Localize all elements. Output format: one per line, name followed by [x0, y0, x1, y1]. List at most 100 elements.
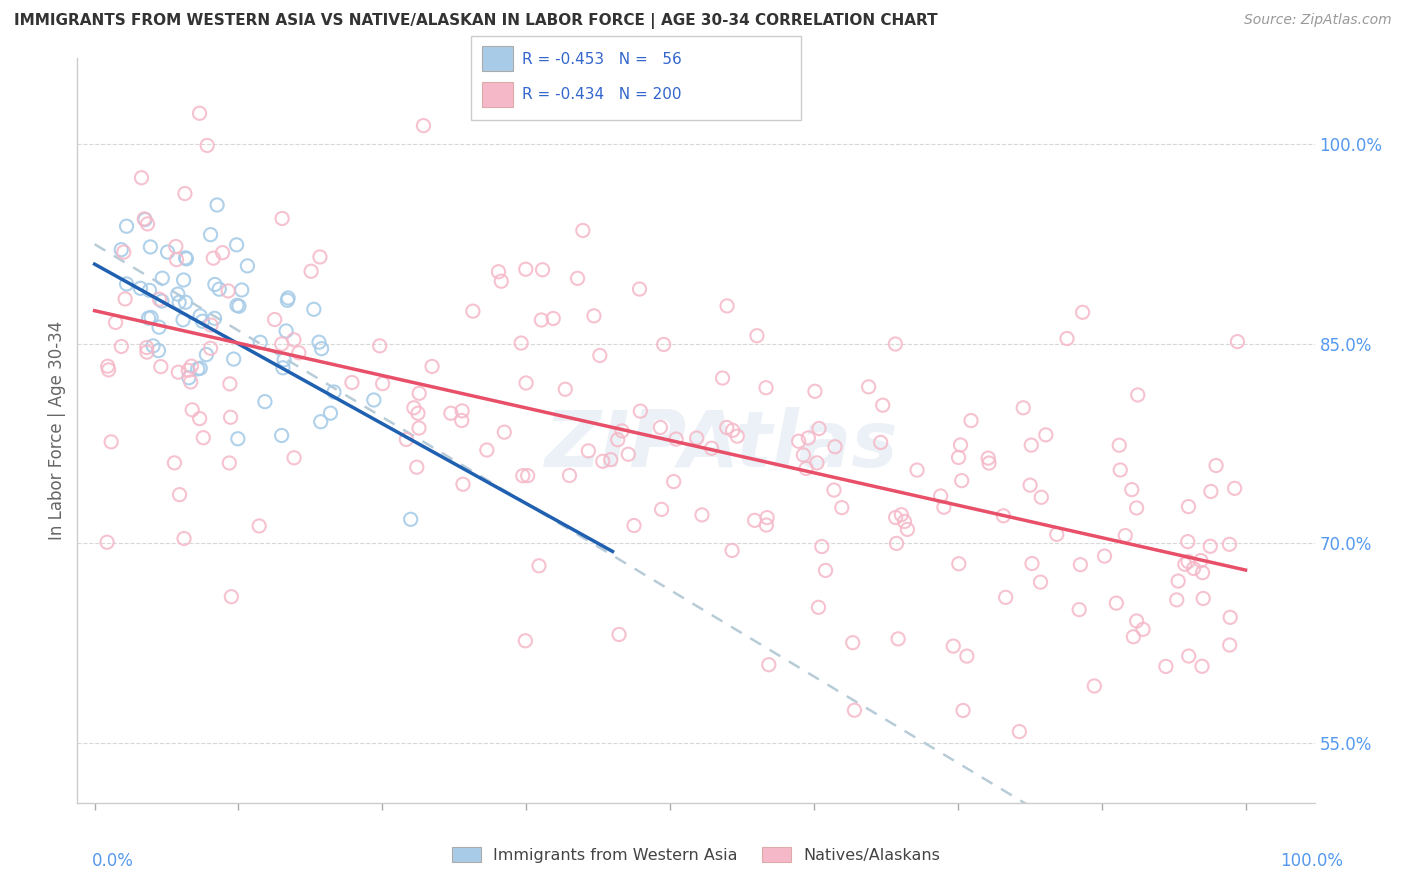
- Point: [112, 245, 135, 260]
- Point: [368, 339, 391, 353]
- Point: [166, 252, 188, 267]
- Point: [440, 406, 463, 420]
- Point: [942, 639, 965, 653]
- Point: [340, 376, 363, 390]
- Point: [222, 352, 245, 367]
- Point: [302, 302, 325, 317]
- Point: [884, 510, 907, 524]
- Point: [273, 352, 295, 367]
- Point: [1105, 596, 1128, 610]
- Point: [956, 649, 979, 664]
- Point: [592, 454, 614, 468]
- Point: [893, 515, 915, 529]
- Point: [744, 513, 766, 527]
- Point: [554, 382, 576, 396]
- Point: [450, 413, 472, 427]
- Point: [200, 318, 222, 332]
- Point: [567, 271, 589, 285]
- Point: [134, 212, 156, 227]
- Point: [308, 335, 330, 350]
- Text: ZIPAtlas: ZIPAtlas: [544, 408, 897, 483]
- Point: [808, 421, 831, 435]
- Point: [515, 376, 537, 390]
- Point: [1019, 478, 1042, 492]
- Point: [163, 456, 186, 470]
- Point: [811, 540, 834, 554]
- Point: [858, 380, 880, 394]
- Point: [188, 106, 211, 120]
- Point: [994, 591, 1017, 605]
- Point: [167, 365, 190, 379]
- Point: [905, 463, 928, 477]
- Point: [1199, 539, 1222, 553]
- Point: [948, 557, 970, 571]
- Point: [451, 404, 474, 418]
- Point: [97, 359, 120, 374]
- Text: 100.0%: 100.0%: [1279, 852, 1343, 870]
- Point: [188, 411, 211, 425]
- Point: [606, 433, 628, 447]
- Point: [607, 627, 630, 641]
- Point: [1019, 438, 1042, 452]
- Point: [1223, 481, 1246, 495]
- Point: [890, 508, 912, 522]
- Point: [226, 298, 249, 312]
- Point: [247, 519, 270, 533]
- Point: [148, 343, 170, 358]
- Point: [932, 500, 955, 515]
- Point: [1205, 458, 1227, 473]
- Point: [884, 337, 907, 351]
- Point: [1069, 602, 1091, 616]
- Point: [225, 237, 247, 252]
- Point: [1122, 630, 1144, 644]
- Point: [270, 428, 292, 442]
- Point: [173, 532, 195, 546]
- Point: [218, 376, 240, 391]
- Point: [887, 632, 910, 646]
- Point: [844, 703, 866, 717]
- Point: [181, 402, 204, 417]
- Point: [271, 211, 294, 226]
- Point: [1174, 558, 1197, 572]
- Point: [142, 339, 165, 353]
- Point: [274, 324, 297, 338]
- Point: [950, 474, 973, 488]
- Point: [97, 363, 120, 377]
- Point: [104, 315, 127, 329]
- Point: [662, 475, 685, 489]
- Point: [1219, 638, 1241, 652]
- Point: [1056, 331, 1078, 345]
- Point: [515, 262, 537, 277]
- Point: [541, 311, 564, 326]
- Point: [200, 341, 222, 355]
- Point: [195, 348, 218, 362]
- Text: Source: ZipAtlas.com: Source: ZipAtlas.com: [1244, 13, 1392, 28]
- Point: [371, 376, 394, 391]
- Point: [755, 518, 778, 533]
- Point: [1177, 500, 1199, 514]
- Text: IMMIGRANTS FROM WESTERN ASIA VS NATIVE/ALASKAN IN LABOR FORCE | AGE 30-34 CORREL: IMMIGRANTS FROM WESTERN ASIA VS NATIVE/A…: [14, 13, 938, 29]
- Point: [823, 483, 845, 497]
- Point: [787, 434, 810, 449]
- Point: [1012, 401, 1035, 415]
- Point: [100, 434, 122, 449]
- Point: [755, 381, 778, 395]
- Point: [165, 239, 187, 253]
- Point: [977, 451, 1000, 466]
- Point: [270, 337, 292, 351]
- Point: [515, 633, 537, 648]
- Point: [110, 243, 132, 257]
- Point: [491, 274, 513, 288]
- Point: [276, 293, 298, 308]
- Point: [977, 456, 1000, 470]
- Point: [263, 312, 285, 326]
- Point: [231, 283, 253, 297]
- Point: [217, 284, 239, 298]
- Point: [219, 410, 242, 425]
- Point: [665, 432, 688, 446]
- Point: [188, 361, 211, 376]
- Point: [527, 558, 550, 573]
- Y-axis label: In Labor Force | Age 30-34: In Labor Force | Age 30-34: [48, 321, 66, 540]
- Point: [814, 563, 837, 577]
- Point: [650, 420, 672, 434]
